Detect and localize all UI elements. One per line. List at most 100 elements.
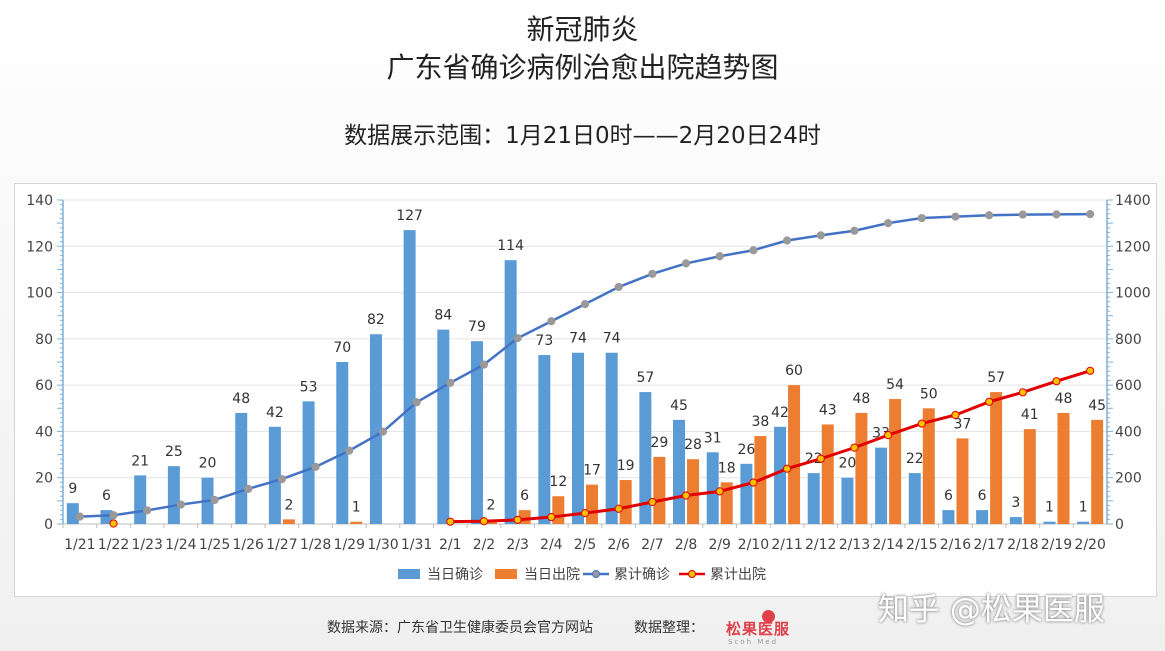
x-tick-label: 2/20 [1074, 537, 1105, 553]
point-cumulative-confirmed [715, 252, 724, 261]
point-cumulative-confirmed [75, 512, 84, 521]
point-cumulative-discharged [749, 478, 758, 487]
chart-subtitle: 数据展示范围：1月21日0时——2月20日24时 [344, 123, 821, 149]
point-cumulative-confirmed [479, 360, 489, 369]
logo-subtext: Scoh Med [728, 638, 779, 646]
point-cumulative-discharged [580, 509, 590, 518]
bar-label-discharged: 48 [1055, 391, 1073, 407]
bar-label-discharged: 2 [284, 497, 293, 513]
y-left-tick-label: 0 [44, 517, 53, 533]
point-cumulative-confirmed [513, 334, 522, 343]
y-right-tick-label: 400 [1115, 424, 1142, 440]
bar-confirmed [841, 477, 854, 524]
bar-confirmed [538, 355, 551, 524]
bar-label-confirmed: 42 [771, 405, 789, 421]
bar-label-confirmed: 48 [232, 391, 250, 407]
x-tick-label: 2/13 [839, 537, 870, 553]
bar-label-confirmed: 6 [978, 488, 987, 504]
x-tick-label: 2/12 [805, 537, 836, 553]
x-tick-label: 2/4 [540, 537, 563, 553]
bar-confirmed [605, 352, 618, 524]
y-right-tick-label: 1400 [1115, 193, 1151, 209]
bar-discharged [788, 385, 801, 524]
point-cumulative-discharged [850, 443, 859, 452]
point-cumulative-discharged [816, 454, 825, 463]
bar-confirmed [572, 352, 584, 524]
x-tick-label: 2/7 [641, 537, 664, 553]
point-cumulative-discharged [1052, 377, 1061, 386]
bar-discharged [350, 521, 363, 524]
bar-label-confirmed: 73 [535, 333, 553, 349]
point-cumulative-confirmed [749, 246, 758, 255]
y-right-tick-label: 800 [1115, 332, 1142, 348]
bar-confirmed [908, 473, 921, 524]
bar-label-discharged: 41 [1021, 407, 1039, 423]
point-cumulative-confirmed [378, 427, 388, 436]
bar-label-confirmed: 45 [670, 398, 688, 414]
bar-label-confirmed: 74 [569, 331, 587, 347]
y-right-tick-label: 1000 [1115, 286, 1151, 302]
point-cumulative-confirmed [311, 462, 320, 471]
point-cumulative-discharged [513, 515, 522, 524]
y-right-tick-label: 600 [1115, 378, 1142, 394]
legend-label: 累计出院 [710, 567, 766, 583]
x-tick-label: 1/25 [199, 537, 230, 553]
point-cumulative-confirmed [176, 500, 185, 509]
point-cumulative-discharged [446, 517, 455, 526]
bar-label-discharged: 48 [853, 391, 871, 407]
point-cumulative-confirmed [782, 236, 792, 245]
bar-label-confirmed: 31 [704, 430, 722, 446]
x-tick-label: 1/21 [64, 537, 95, 553]
bar-label-confirmed: 25 [165, 444, 183, 460]
point-cumulative-confirmed [850, 226, 859, 235]
y-left-tick-label: 120 [26, 239, 53, 255]
bar-discharged [889, 399, 902, 524]
bar-label-confirmed: 3 [1011, 495, 1020, 511]
bar-label-confirmed: 9 [68, 481, 77, 497]
bar-confirmed [134, 475, 147, 524]
point-cumulative-confirmed [345, 446, 354, 455]
point-cumulative-discharged [883, 431, 893, 440]
bar-label-discharged: 29 [650, 435, 668, 451]
bar-label-discharged: 17 [583, 463, 601, 479]
brand-logo: 松果医服 Scoh Med [724, 604, 814, 646]
bar-label-confirmed: 84 [434, 308, 452, 324]
bar-label-discharged: 2 [487, 497, 496, 513]
bar-label-confirmed: 74 [603, 331, 621, 347]
x-tick-label: 1/28 [300, 537, 331, 553]
point-cumulative-discharged [985, 397, 994, 406]
point-cumulative-confirmed [917, 213, 926, 223]
bar-confirmed [470, 341, 483, 524]
bar-confirmed [639, 392, 652, 524]
legend-marker [688, 570, 696, 578]
bar-label-confirmed: 6 [102, 488, 111, 504]
point-cumulative-confirmed [681, 259, 691, 268]
bar-label-discharged: 54 [886, 377, 904, 393]
watermark: 知乎 @松果医服 [878, 592, 1105, 628]
x-tick-label: 1/24 [165, 537, 197, 553]
bar-confirmed [66, 503, 79, 524]
x-tick-label: 1/22 [98, 537, 129, 553]
x-tick-label: 2/8 [675, 537, 698, 553]
y-left-tick-label: 100 [26, 286, 53, 302]
point-cumulative-confirmed [446, 378, 455, 387]
point-cumulative-confirmed [883, 219, 893, 228]
point-cumulative-confirmed [210, 495, 219, 505]
bar-discharged [855, 412, 868, 524]
legend-label: 当日出院 [524, 567, 580, 583]
legend-swatch [398, 569, 420, 579]
point-cumulative-confirmed [951, 212, 960, 221]
bar-label-confirmed: 70 [333, 340, 351, 356]
y-left-tick-label: 40 [35, 424, 53, 440]
bar-label-discharged: 28 [684, 437, 702, 453]
data-source-note: 数据来源：广东省卫生健康委员会官方网站 [327, 620, 593, 636]
bar-confirmed [336, 362, 349, 524]
point-cumulative-discharged [782, 464, 792, 473]
x-tick-label: 2/1 [439, 537, 462, 553]
bar-label-discharged: 43 [819, 402, 837, 418]
legend-marker [592, 570, 600, 578]
bar-label-discharged: 60 [785, 363, 803, 379]
bar-label-confirmed: 127 [396, 208, 423, 224]
point-cumulative-confirmed [143, 506, 152, 515]
combo-chart: 0204060801001201400200400600800100012001… [26, 193, 1151, 583]
